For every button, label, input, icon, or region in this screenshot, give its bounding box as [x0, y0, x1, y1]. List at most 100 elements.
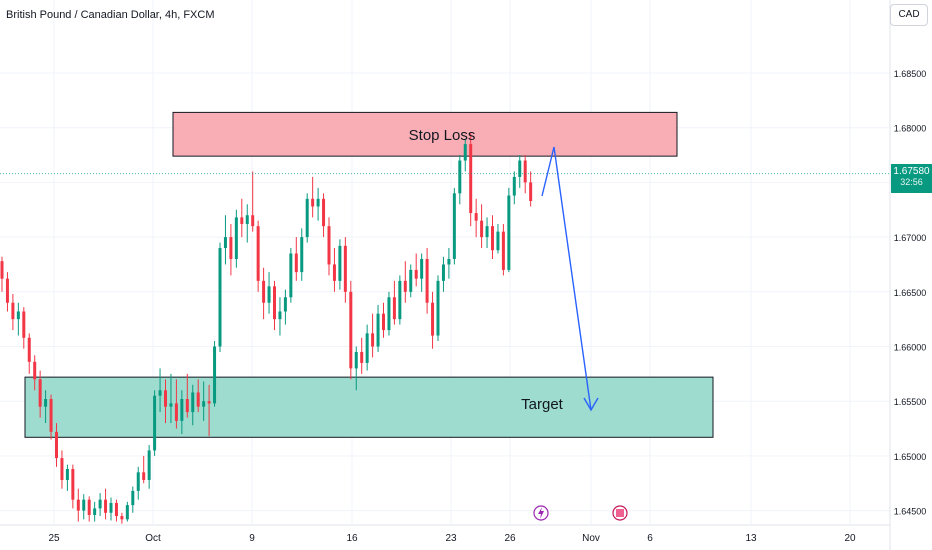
candle[interactable] [251, 171, 255, 232]
candle[interactable] [223, 215, 227, 265]
candle[interactable] [120, 512, 124, 524]
candle[interactable] [16, 302, 20, 336]
candle[interactable] [305, 193, 309, 243]
currency-button[interactable]: CAD [890, 4, 928, 26]
candle[interactable] [147, 444, 151, 489]
candle[interactable] [354, 346, 358, 391]
candle[interactable] [360, 337, 364, 374]
candle[interactable] [98, 493, 102, 517]
candle[interactable] [185, 373, 189, 418]
candle[interactable] [87, 496, 91, 522]
candle[interactable] [507, 187, 511, 273]
candle[interactable] [343, 237, 347, 303]
candle[interactable] [300, 228, 304, 281]
candle[interactable] [294, 237, 298, 281]
candle[interactable] [392, 280, 396, 325]
candle[interactable] [104, 488, 108, 520]
candle[interactable] [213, 341, 217, 407]
candle[interactable] [229, 223, 233, 276]
candle[interactable] [267, 272, 271, 314]
candle[interactable] [452, 187, 456, 265]
candle[interactable] [158, 368, 162, 413]
candle[interactable] [125, 501, 129, 522]
candle[interactable] [365, 324, 369, 371]
candle[interactable] [441, 256, 445, 292]
candle[interactable] [164, 379, 167, 424]
candle[interactable] [174, 379, 178, 429]
candle[interactable] [283, 289, 287, 325]
candle[interactable] [131, 486, 135, 513]
candle[interactable] [180, 390, 184, 435]
candle[interactable] [256, 220, 260, 292]
candle[interactable] [523, 155, 527, 194]
candle[interactable] [196, 379, 200, 413]
candle[interactable] [469, 133, 473, 227]
candle[interactable] [136, 466, 140, 500]
candle[interactable] [376, 304, 380, 352]
candle[interactable] [463, 138, 467, 172]
candle[interactable] [518, 155, 522, 188]
stop-loss-zone[interactable] [172, 111, 678, 157]
candle[interactable] [414, 253, 418, 287]
candle[interactable] [436, 275, 440, 342]
candle[interactable] [93, 501, 97, 522]
candle[interactable] [496, 223, 500, 254]
candle[interactable] [332, 248, 336, 292]
candle[interactable] [485, 217, 489, 249]
target-zone[interactable] [24, 376, 714, 438]
candle[interactable] [491, 215, 494, 259]
candle[interactable] [240, 198, 244, 238]
candle[interactable] [387, 291, 391, 336]
candle[interactable] [338, 239, 342, 290]
candle[interactable] [425, 248, 429, 314]
candle[interactable] [322, 193, 326, 238]
candle[interactable] [311, 176, 315, 218]
candle[interactable] [316, 187, 320, 221]
candle[interactable] [403, 261, 407, 303]
candle[interactable] [371, 313, 375, 358]
candle[interactable] [289, 248, 293, 303]
candle[interactable] [278, 297, 282, 336]
candle[interactable] [529, 171, 533, 207]
candle[interactable] [33, 355, 37, 391]
candle[interactable] [11, 293, 15, 331]
candle[interactable] [409, 264, 413, 298]
candle[interactable] [234, 209, 238, 268]
candle[interactable] [191, 384, 195, 426]
candle[interactable] [447, 248, 451, 279]
candle[interactable] [142, 455, 146, 484]
candle[interactable] [273, 280, 276, 331]
candle[interactable] [55, 423, 58, 467]
candle[interactable] [169, 373, 173, 424]
lightning-icon[interactable] [533, 505, 549, 521]
candle[interactable] [0, 256, 4, 292]
candle[interactable] [512, 171, 516, 205]
candle[interactable] [71, 464, 75, 509]
candle[interactable] [22, 307, 26, 349]
candle[interactable] [65, 464, 69, 491]
candle[interactable] [474, 198, 478, 238]
candle[interactable] [82, 494, 86, 520]
candle[interactable] [202, 381, 206, 421]
candle[interactable] [60, 450, 64, 489]
candle[interactable] [245, 204, 249, 243]
candle[interactable] [5, 272, 9, 312]
candle[interactable] [349, 280, 353, 380]
flag-event-icon[interactable] [612, 505, 628, 521]
candle[interactable] [398, 275, 402, 325]
candle[interactable] [480, 204, 484, 249]
candle[interactable] [49, 394, 53, 440]
candle[interactable] [114, 499, 118, 522]
candle[interactable] [382, 302, 385, 338]
candle[interactable] [458, 155, 462, 205]
candle[interactable] [420, 253, 424, 292]
candle[interactable] [44, 390, 48, 424]
projection-arrow[interactable] [541, 146, 599, 412]
candle[interactable] [38, 370, 42, 418]
candle[interactable] [153, 390, 157, 456]
candle[interactable] [76, 488, 80, 522]
candle[interactable] [109, 497, 113, 521]
candle[interactable] [27, 333, 31, 374]
